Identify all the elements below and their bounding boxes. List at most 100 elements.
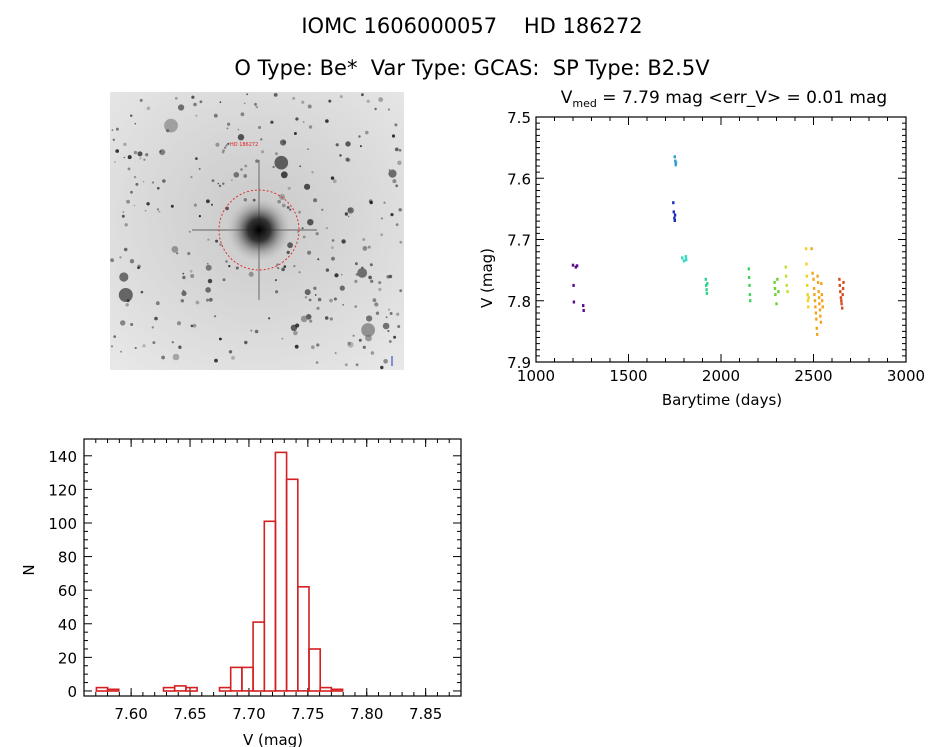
- field-star-icon: [334, 352, 337, 355]
- field-star-icon: [395, 184, 399, 188]
- hist-xtick-label: 7.80: [350, 705, 383, 723]
- lc-ytick-label: 7.5: [507, 109, 531, 127]
- field-star-icon: [130, 323, 134, 326]
- field-star-icon: [391, 134, 396, 138]
- field-star-icon: [394, 123, 398, 127]
- field-star-icon: [145, 153, 149, 157]
- field-star-icon: [214, 358, 218, 363]
- lc-data-point: [821, 305, 824, 309]
- lc-data-point: [571, 263, 575, 267]
- lc-data-point: [672, 201, 675, 205]
- lc-data-point: [784, 274, 788, 278]
- field-star-icon: [178, 104, 185, 111]
- field-star-icon: [309, 319, 313, 323]
- field-star-icon: [370, 279, 374, 283]
- field-star-icon: [393, 335, 397, 339]
- field-star-icon: [339, 154, 342, 157]
- lc-data-point: [814, 305, 817, 309]
- hist-ytick-label: 140: [48, 448, 77, 466]
- field-star-icon: [334, 273, 339, 278]
- field-star-icon: [325, 268, 330, 272]
- field-star-icon: [355, 262, 358, 266]
- field-star-icon: [243, 198, 247, 202]
- histogram-bar: [285, 478, 299, 692]
- field-star-icon: [339, 285, 345, 291]
- lc-xtick-label: 3000: [887, 367, 925, 385]
- field-star-icon: [124, 223, 128, 227]
- lc-data-point: [818, 302, 821, 306]
- field-star-icon: [151, 326, 154, 329]
- field-star-icon: [228, 350, 233, 354]
- field-star-icon: [254, 102, 257, 106]
- field-star-icon: [313, 198, 318, 203]
- lc-data-point: [582, 304, 585, 308]
- field-star-icon: [315, 232, 319, 236]
- field-star-icon: [250, 329, 253, 332]
- field-star-icon: [140, 290, 144, 294]
- field-star-icon: [198, 215, 201, 218]
- field-star-icon: [211, 203, 213, 206]
- field-star-icon: [172, 353, 180, 361]
- field-star-icon: [133, 150, 138, 155]
- field-star-icon: [286, 206, 290, 209]
- lc-data-point: [773, 287, 777, 290]
- field-star-icon: [328, 99, 332, 103]
- field-star-icon: [399, 240, 403, 244]
- field-star-icon: [354, 279, 358, 283]
- field-star-icon: [120, 350, 122, 353]
- lc-data-point: [805, 274, 808, 278]
- field-star-icon: [362, 238, 366, 241]
- field-star-icon: [159, 150, 162, 153]
- field-star-icon: [311, 171, 314, 174]
- field-star-icon: [195, 114, 198, 117]
- field-star-icon: [308, 125, 313, 129]
- lc-data-point: [813, 299, 817, 303]
- lc-data-point: [748, 283, 751, 287]
- field-star-icon: [374, 107, 377, 111]
- field-star-icon: [293, 132, 297, 135]
- hist-ytick-label: 20: [58, 649, 77, 667]
- field-star-icon: [207, 238, 210, 241]
- title-subscript-med: med: [572, 97, 596, 110]
- lc-data-point: [705, 288, 708, 292]
- lc-data-point: [784, 265, 787, 269]
- field-star-icon: [123, 156, 126, 159]
- field-star-icon: [142, 344, 146, 348]
- histogram-bar: [241, 666, 254, 692]
- field-star-icon: [347, 215, 350, 218]
- field-star-icon: [366, 315, 373, 322]
- field-star-icon: [276, 266, 279, 269]
- field-star-icon: [298, 210, 301, 214]
- field-star-icon: [207, 278, 213, 284]
- field-star-icon: [280, 171, 288, 179]
- lc-data-point: [842, 280, 845, 284]
- field-star-icon: [302, 121, 305, 123]
- lc-ytick-label: 7.6: [507, 170, 531, 188]
- field-star-icon: [139, 157, 142, 160]
- lc-data-point: [706, 282, 709, 286]
- lc-xtick-label: 2000: [702, 367, 740, 385]
- histogram-ylabel: N: [20, 564, 38, 575]
- field-star-icon: [329, 298, 333, 303]
- lc-data-point: [820, 282, 823, 286]
- field-star-icon: [304, 296, 308, 299]
- field-star-icon: [137, 266, 140, 270]
- field-star-icon: [123, 142, 127, 146]
- lc-data-point: [747, 276, 751, 279]
- title-rest: = 7.79 mag <err_V> = 0.01 mag: [597, 88, 887, 108]
- histogram-bar: [95, 686, 109, 692]
- field-star-icon: [388, 169, 391, 171]
- field-star-icon: [224, 146, 227, 149]
- field-star-icon: [227, 142, 230, 145]
- field-star-icon: [111, 129, 114, 131]
- field-star-icon: [226, 127, 229, 130]
- field-star-icon: [154, 316, 158, 321]
- field-star-icon: [394, 147, 399, 152]
- lc-data-point: [819, 314, 822, 318]
- lc-data-point: [816, 280, 820, 284]
- field-star-icon: [274, 279, 277, 282]
- field-star-icon: [214, 315, 217, 318]
- field-star-icon: [170, 204, 174, 208]
- field-star-icon: [380, 365, 384, 370]
- field-star-icon: [190, 324, 194, 328]
